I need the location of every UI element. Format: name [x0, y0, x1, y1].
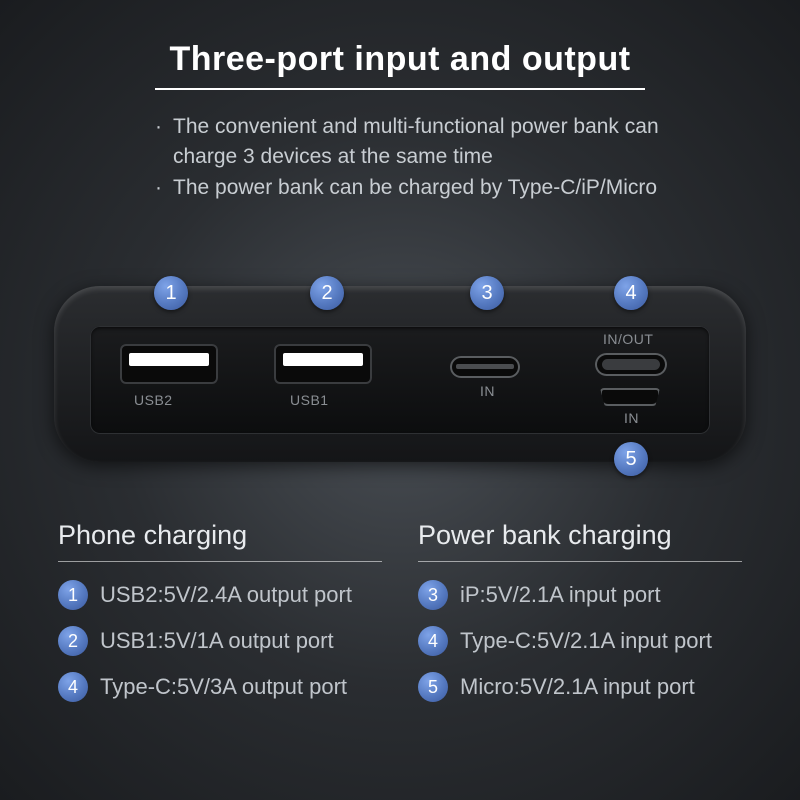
- port-label-typec-inout: IN/OUT: [603, 331, 653, 347]
- specs-section: Phone charging 1 USB2:5V/2.4A output por…: [58, 520, 742, 718]
- marker-2: 2: [310, 276, 344, 310]
- bullet-dot: ·: [155, 173, 173, 203]
- spec-text: Micro:5V/2.1A input port: [460, 674, 695, 700]
- spec-badge: 3: [418, 580, 448, 610]
- port-label-usb2: USB2: [134, 392, 173, 408]
- bullet-dot: ·: [155, 112, 173, 173]
- power-bank-charging-column: Power bank charging 3 iP:5V/2.1A input p…: [418, 520, 742, 718]
- spec-row: 1 USB2:5V/2.4A output port: [58, 580, 382, 610]
- device-port-panel: USB2 USB1 IN IN/OUT IN: [90, 326, 710, 434]
- spec-badge: 4: [58, 672, 88, 702]
- port-label-ip-in: IN: [480, 383, 495, 399]
- title-underline: [155, 88, 645, 90]
- spec-row: 2 USB1:5V/1A output port: [58, 626, 382, 656]
- port-type-c: [595, 353, 667, 376]
- port-label-micro-in: IN: [624, 410, 639, 426]
- bullet-text: The convenient and multi-functional powe…: [173, 112, 675, 173]
- spec-row: 3 iP:5V/2.1A input port: [418, 580, 742, 610]
- spec-text: USB1:5V/1A output port: [100, 628, 334, 654]
- page-title: Three-port input and output: [0, 40, 800, 79]
- marker-1: 1: [154, 276, 188, 310]
- bullet-text: The power bank can be charged by Type-C/…: [173, 173, 675, 203]
- phone-charging-column: Phone charging 1 USB2:5V/2.4A output por…: [58, 520, 382, 718]
- port-usb-a-1: [274, 344, 372, 384]
- phone-charging-heading: Phone charging: [58, 520, 382, 562]
- spec-row: 4 Type-C:5V/2.1A input port: [418, 626, 742, 656]
- port-usb-a-2: [120, 344, 218, 384]
- spec-text: Type-C:5V/3A output port: [100, 674, 347, 700]
- spec-text: iP:5V/2.1A input port: [460, 582, 661, 608]
- port-label-usb1: USB1: [290, 392, 329, 408]
- marker-5: 5: [614, 442, 648, 476]
- spec-text: Type-C:5V/2.1A input port: [460, 628, 712, 654]
- feature-bullets: · The convenient and multi-functional po…: [155, 112, 675, 203]
- port-lightning: [450, 356, 520, 378]
- spec-badge: 1: [58, 580, 88, 610]
- power-bank-charging-heading: Power bank charging: [418, 520, 742, 562]
- spec-badge: 5: [418, 672, 448, 702]
- marker-3: 3: [470, 276, 504, 310]
- spec-badge: 4: [418, 626, 448, 656]
- port-micro-usb: [600, 388, 660, 406]
- spec-row: 5 Micro:5V/2.1A input port: [418, 672, 742, 702]
- spec-text: USB2:5V/2.4A output port: [100, 582, 352, 608]
- spec-badge: 2: [58, 626, 88, 656]
- marker-4: 4: [614, 276, 648, 310]
- spec-row: 4 Type-C:5V/3A output port: [58, 672, 382, 702]
- power-bank-device: USB2 USB1 IN IN/OUT IN: [54, 286, 746, 462]
